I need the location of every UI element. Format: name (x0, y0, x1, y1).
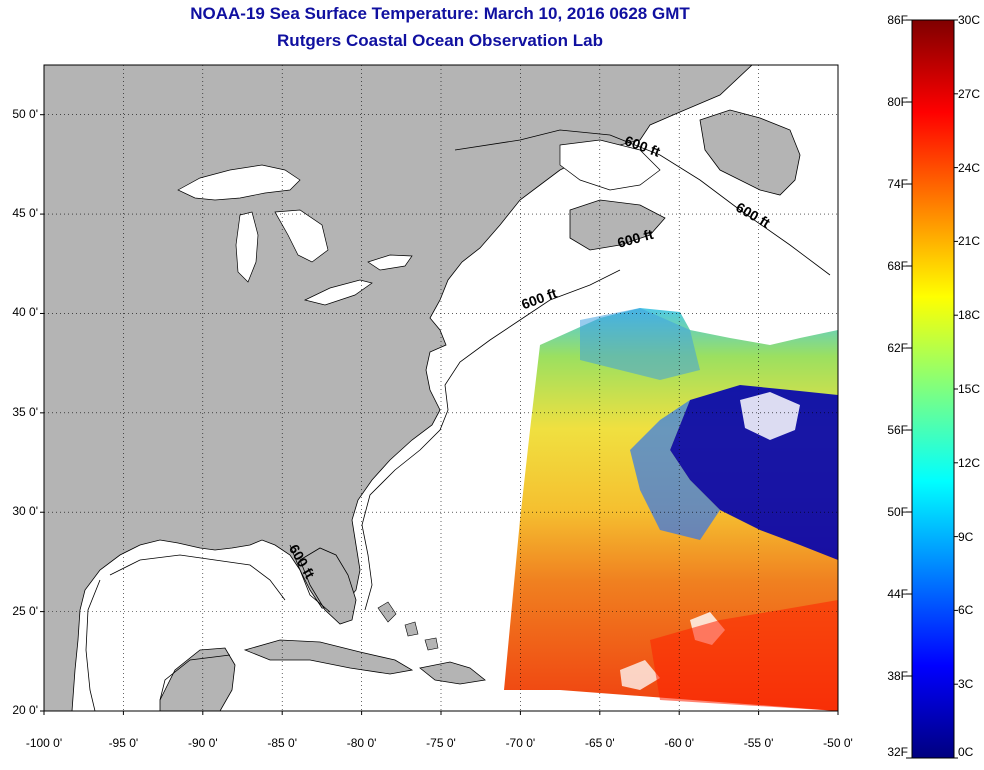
x-tick-label: -70 0' (505, 736, 536, 750)
lake-ontario (367, 254, 413, 271)
colorbar-f-label: 56F (887, 423, 908, 437)
land-north-america (44, 65, 753, 711)
contour-600ft (85, 129, 831, 711)
colorbar-f-label: 74F (887, 177, 908, 191)
lake-superior (177, 164, 301, 201)
colorbar-c-label: 24C (958, 160, 981, 175)
colorbar-f-label: 62F (887, 341, 908, 355)
land-bahamas (377, 601, 439, 651)
colorbar-c-label: 30C (958, 13, 981, 27)
sst-warm-patch (650, 600, 838, 711)
colorbar-f-label: 38F (887, 669, 908, 683)
x-tick-label: -85 0' (267, 736, 298, 750)
sst-cold-region (670, 385, 838, 560)
y-tick-label: 25 0' (12, 603, 38, 618)
x-tick-label: -50 0' (823, 736, 853, 750)
y-tick-label: 35 0' (12, 404, 38, 419)
colorbar-f-label: 32F (887, 745, 908, 759)
x-tick-label: -90 0' (187, 736, 218, 750)
colorbar-f-label: 80F (887, 95, 908, 109)
x-tick-label: -65 0' (584, 736, 615, 750)
x-tick-label: -60 0' (664, 736, 695, 750)
colorbar-c-label: 27C (958, 86, 981, 101)
x-tick-label: -100 0' (25, 736, 63, 750)
gulf-contour (109, 554, 286, 701)
colorbar-ticks (906, 19, 958, 759)
x-tick-label: -95 0' (108, 736, 139, 750)
axis-ticks (40, 114, 839, 715)
colorbar-c-label: 21C (958, 234, 981, 249)
sst-cloud-1 (740, 392, 800, 440)
colorbar-f-label: 68F (887, 259, 908, 273)
land-florida (299, 547, 357, 625)
colorbar-c-label: 3C (958, 677, 974, 692)
colorbar-f-label: 86F (887, 13, 908, 27)
x-tick-label: -55 0' (743, 736, 774, 750)
lake-erie (303, 279, 373, 306)
y-tick-label: 45 0' (12, 206, 38, 221)
colorbar-c-label: 12C (958, 455, 981, 470)
y-tick-label: 20 0' (12, 703, 38, 717)
y-tick-label: 50 0' (12, 106, 38, 121)
chart-title: NOAA-19 Sea Surface Temperature: March 1… (190, 4, 690, 23)
colorbar-c-label: 0C (958, 745, 974, 759)
y-tick-label: 40 0' (12, 305, 38, 320)
land-yucatan (159, 647, 236, 711)
y-tick-label: 30 0' (12, 504, 38, 519)
x-tick-label: -80 0' (346, 736, 377, 750)
colorbar (911, 19, 955, 759)
sst-cool-band (630, 400, 720, 540)
colorbar-c-label: 6C (958, 603, 974, 618)
colorbar-f-label: 50F (887, 505, 908, 519)
colorbar-c-label: 9C (958, 529, 974, 544)
chart-subtitle: Rutgers Coastal Ocean Observation Lab (277, 31, 603, 50)
lake-michigan (235, 211, 259, 283)
colorbar-f-label: 44F (887, 587, 908, 601)
land-newfoundland (699, 109, 801, 196)
sst-cloud-3 (620, 660, 660, 690)
gulf-st-lawrence (559, 139, 661, 191)
land-nova-scotia (569, 199, 666, 251)
land-hispaniola (419, 661, 486, 685)
land-cuba (243, 639, 414, 675)
lake-huron (274, 209, 329, 263)
colorbar-c-label: 15C (958, 382, 981, 396)
x-tick-label: -75 0' (426, 736, 456, 750)
sst-cool-north (580, 308, 700, 380)
colorbar-c-label: 18C (958, 308, 981, 323)
